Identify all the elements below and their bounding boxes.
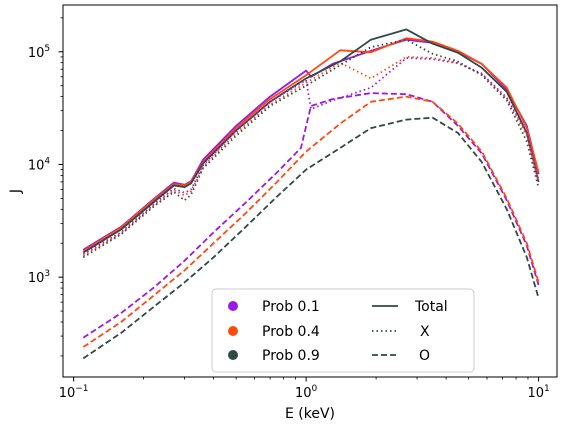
- legend-marker-prob-0-9: [228, 350, 238, 360]
- legend-marker-prob-0-4: [228, 326, 238, 336]
- x-axis-label: E (keV): [285, 406, 335, 422]
- series-prob-0-1-o: [82, 92, 540, 339]
- legend-label-x: X: [420, 324, 430, 340]
- legend-box: [211, 288, 475, 373]
- legend-label-prob-0-4: Prob 0.4: [262, 324, 320, 340]
- series-prob-0-4-o: [82, 95, 540, 348]
- legend-marker-prob-0-1: [228, 301, 238, 311]
- y-axis-label: J: [8, 189, 24, 194]
- series-prob-0-4-total: [82, 37, 540, 252]
- legend-label-prob-0-9: Prob 0.9: [262, 348, 320, 364]
- legend-label-prob-0-1: Prob 0.1: [262, 299, 320, 315]
- series-group: [82, 28, 540, 360]
- legend: Prob 0.1 Prob 0.4 Prob 0.9 Total X O: [211, 288, 475, 373]
- legend-label-o: O: [419, 348, 430, 364]
- plot-frame: [62, 4, 558, 378]
- series-prob-0-9-total: [82, 28, 540, 254]
- legend-label-total: Total: [414, 299, 448, 315]
- series-prob-0-9-x: [82, 38, 540, 259]
- series-prob-0-9-o: [82, 116, 540, 360]
